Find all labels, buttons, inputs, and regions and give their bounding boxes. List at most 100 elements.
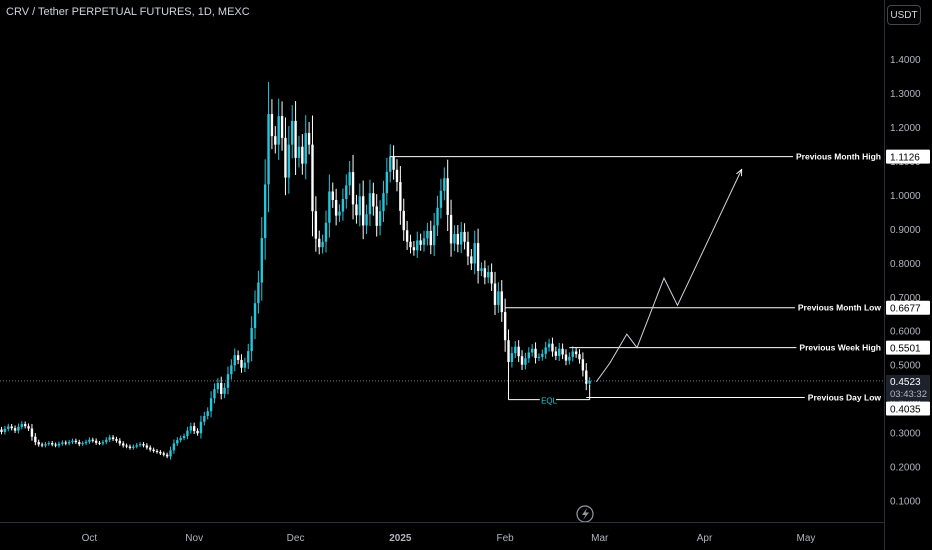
candle xyxy=(243,362,247,368)
time-tick-label: Feb xyxy=(497,533,515,544)
projection-path xyxy=(595,169,741,382)
candle xyxy=(581,359,585,371)
candle xyxy=(334,199,338,216)
candle xyxy=(64,442,67,444)
time-tick-label: Mar xyxy=(591,533,609,544)
candle xyxy=(27,426,30,429)
candle xyxy=(578,354,581,360)
candle xyxy=(307,133,311,145)
candle xyxy=(416,240,419,251)
candle xyxy=(389,156,392,172)
candle xyxy=(30,428,34,437)
candle xyxy=(274,136,277,145)
candle xyxy=(456,233,460,245)
level-price-badge xyxy=(886,300,930,315)
level-price-value: 0.6677 xyxy=(890,304,921,315)
candle xyxy=(61,442,64,444)
countdown-timer: 03:43:32 xyxy=(890,389,927,400)
current-price-value: 0.4523 xyxy=(890,377,921,388)
candle xyxy=(446,178,449,215)
candle xyxy=(287,144,291,178)
candle xyxy=(17,426,20,431)
level-label: Previous Month High xyxy=(796,152,881,162)
candle xyxy=(301,146,304,164)
candle xyxy=(172,443,176,451)
level-price-value: 0.5501 xyxy=(890,344,921,355)
candle xyxy=(503,312,507,341)
time-tick-label: Dec xyxy=(287,533,305,544)
lightning-icon[interactable] xyxy=(576,505,594,523)
price-tick-label: 0.1000 xyxy=(890,497,921,508)
candle xyxy=(294,120,297,158)
candle xyxy=(186,430,189,437)
candle xyxy=(179,438,182,441)
candle xyxy=(487,271,490,278)
candle xyxy=(260,238,263,283)
candle xyxy=(13,428,17,431)
candle xyxy=(473,243,476,264)
time-tick-label: May xyxy=(797,533,816,544)
candle xyxy=(463,231,466,242)
candle xyxy=(564,354,568,361)
candle xyxy=(206,411,209,416)
candle xyxy=(94,440,98,443)
candle xyxy=(537,356,541,358)
candle xyxy=(429,230,432,246)
candle xyxy=(436,207,439,226)
candle xyxy=(135,445,138,447)
candle xyxy=(233,355,236,366)
candle xyxy=(51,443,54,445)
candle xyxy=(10,426,13,429)
candle xyxy=(422,238,426,245)
eql-label: EQL xyxy=(541,397,558,406)
candle xyxy=(304,133,307,164)
level-price-value: 1.1126 xyxy=(890,153,920,164)
level-price-badge xyxy=(886,401,930,416)
candle xyxy=(250,328,253,352)
candle xyxy=(54,444,57,446)
candle xyxy=(392,156,395,170)
candle xyxy=(20,424,23,427)
currency-button[interactable]: USDT xyxy=(887,5,921,25)
candle xyxy=(493,283,497,305)
candle xyxy=(412,247,416,251)
candle xyxy=(510,353,514,362)
candle xyxy=(132,446,135,448)
candle xyxy=(368,193,372,215)
price-tick-label: 0.5000 xyxy=(890,361,921,372)
candle xyxy=(480,268,483,271)
candle xyxy=(253,303,257,329)
level-label: Previous Month Low xyxy=(798,303,882,313)
candle xyxy=(67,442,71,444)
candle xyxy=(554,351,558,356)
candle xyxy=(588,380,591,384)
candle xyxy=(44,444,47,446)
candle xyxy=(71,440,74,443)
candle xyxy=(574,351,578,355)
candle xyxy=(291,120,294,145)
price-tick-label: 0.3000 xyxy=(890,429,921,440)
candle xyxy=(277,116,280,145)
price-tick-label: 1.4000 xyxy=(890,55,921,66)
level-price-value: 0.4035 xyxy=(890,404,921,415)
candle xyxy=(149,447,152,450)
candle xyxy=(165,454,169,457)
candle xyxy=(226,374,230,388)
candle xyxy=(520,356,524,365)
candle xyxy=(297,146,301,158)
candle xyxy=(497,291,500,305)
candle xyxy=(236,355,240,360)
price-axis-divider xyxy=(884,0,885,550)
candle xyxy=(88,439,91,442)
candle xyxy=(7,426,10,429)
candle xyxy=(125,445,128,447)
candle xyxy=(220,383,223,394)
candle xyxy=(159,451,162,454)
candle xyxy=(230,365,233,375)
candle xyxy=(263,184,267,239)
level-price-badge xyxy=(886,149,930,164)
candle xyxy=(196,430,199,434)
candle xyxy=(74,440,78,443)
candle xyxy=(460,231,463,245)
